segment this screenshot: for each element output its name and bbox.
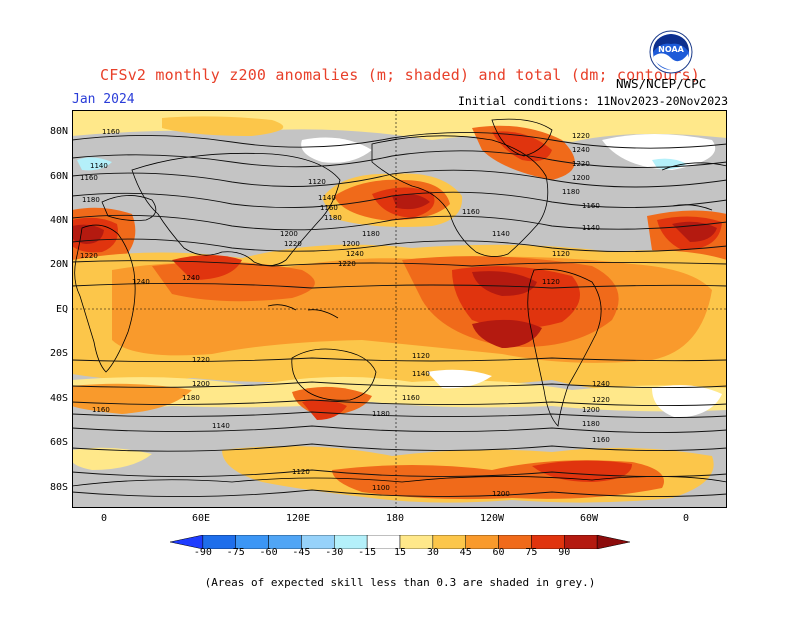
- contour-label: 1220: [572, 160, 590, 168]
- svg-text:NOAA: NOAA: [658, 45, 684, 54]
- contour-label: 1120: [308, 178, 326, 186]
- lat-label: 20S: [49, 348, 68, 359]
- colorbar-label: -60: [259, 547, 278, 558]
- lat-label: EQ: [55, 304, 68, 315]
- colorbar-label: -30: [325, 547, 344, 558]
- initial-conditions-label: Initial conditions: 11Nov2023-20Nov2023: [457, 94, 728, 108]
- contour-label: 1120: [542, 278, 560, 286]
- lon-label: 60W: [579, 513, 599, 524]
- colorbar-label: -45: [292, 547, 311, 558]
- lon-label: 60E: [191, 513, 211, 524]
- colorbar-label: 75: [525, 547, 538, 558]
- contour-label: 1220: [572, 132, 590, 140]
- negative-anomaly-patch: [77, 157, 112, 171]
- contour-label: 1120: [552, 250, 570, 258]
- contour-label: 1240: [592, 380, 610, 388]
- contour-label: 1200: [342, 240, 360, 248]
- lat-label: 20N: [49, 259, 68, 270]
- contour-label: 1180: [362, 230, 380, 238]
- contour-label: 1180: [562, 188, 580, 196]
- lon-label: 120W: [479, 513, 505, 524]
- lat-label: 40N: [49, 215, 68, 226]
- contour-label: 1220: [284, 240, 302, 248]
- contour-label: 1100: [372, 484, 390, 492]
- contour-label: 1220: [192, 356, 210, 364]
- lon-label: 120E: [285, 513, 311, 524]
- lon-label: 0: [682, 513, 690, 524]
- coastlines: [72, 118, 727, 487]
- contour-label: 1160: [80, 174, 98, 182]
- lat-label: 80S: [49, 482, 68, 493]
- contour-label: 1180: [324, 214, 342, 222]
- colorbar-swatch: [596, 535, 630, 549]
- contour-label: 1140: [212, 422, 230, 430]
- colorbar-label: 15: [393, 547, 407, 558]
- contour-label: 1220: [338, 260, 356, 268]
- contour-label: 1180: [182, 394, 200, 402]
- lat-label: 40S: [49, 393, 68, 404]
- colorbar-label: 45: [459, 547, 472, 558]
- height-contours: [72, 132, 727, 498]
- contour-label: 1140: [582, 224, 600, 232]
- contour-label: 1140: [318, 194, 336, 202]
- contour-label: 1160: [102, 128, 120, 136]
- contour-label: 1180: [82, 196, 100, 204]
- contour-label: 1180: [582, 420, 600, 428]
- contour-label: 1200: [192, 380, 210, 388]
- contour-label: 1160: [320, 204, 338, 212]
- contour-label: 1240: [132, 278, 150, 286]
- contour-label: 1160: [92, 406, 110, 414]
- colorbar-label: -90: [193, 547, 212, 558]
- forecast-month: Jan 2024: [72, 92, 135, 107]
- contour-label: 1200: [572, 174, 590, 182]
- contour-label: 1120: [292, 468, 310, 476]
- contour-label: 1160: [402, 394, 420, 402]
- contour-label: 1120: [412, 352, 430, 360]
- contour-label: 1220: [592, 396, 610, 404]
- map-frame: [72, 110, 727, 508]
- contour-label: 1160: [592, 436, 610, 444]
- lat-label: 60S: [49, 437, 68, 448]
- colorbar-label: 90: [558, 547, 571, 558]
- colorbar-label: 30: [426, 547, 439, 558]
- contour-label: 1220: [80, 252, 98, 260]
- skill-footnote: (Areas of expected skill less than 0.3 a…: [204, 576, 596, 589]
- contour-label: 1140: [412, 370, 430, 378]
- colorbar: [170, 535, 630, 549]
- contour-label: 1200: [492, 490, 510, 498]
- contour-label: 1240: [572, 146, 590, 154]
- lon-label: 180: [385, 513, 405, 524]
- lat-label: 80N: [49, 126, 68, 137]
- contour-label: 1140: [90, 162, 108, 170]
- lat-label: 60N: [49, 171, 68, 182]
- colorbar-label: -75: [226, 547, 245, 558]
- contour-label: 1240: [346, 250, 364, 258]
- contour-label: 1160: [582, 202, 600, 210]
- contour-label: 1200: [280, 230, 298, 238]
- map-title: CFSv2 monthly z200 anomalies (m; shaded)…: [100, 66, 700, 84]
- contour-label: 1180: [372, 410, 390, 418]
- colorbar-label: -15: [358, 547, 377, 558]
- contour-label: 1200: [582, 406, 600, 414]
- agency-label: NWS/NCEP/CPC: [616, 76, 707, 91]
- colorbar-label: 60: [492, 547, 505, 558]
- contour-label: 1240: [182, 274, 200, 282]
- lon-label: 0: [100, 513, 108, 524]
- noaa-logo: NOAA: [649, 30, 693, 74]
- reference-grid: [72, 110, 727, 508]
- contour-label: 1160: [462, 208, 480, 216]
- contour-label: 1140: [492, 230, 510, 238]
